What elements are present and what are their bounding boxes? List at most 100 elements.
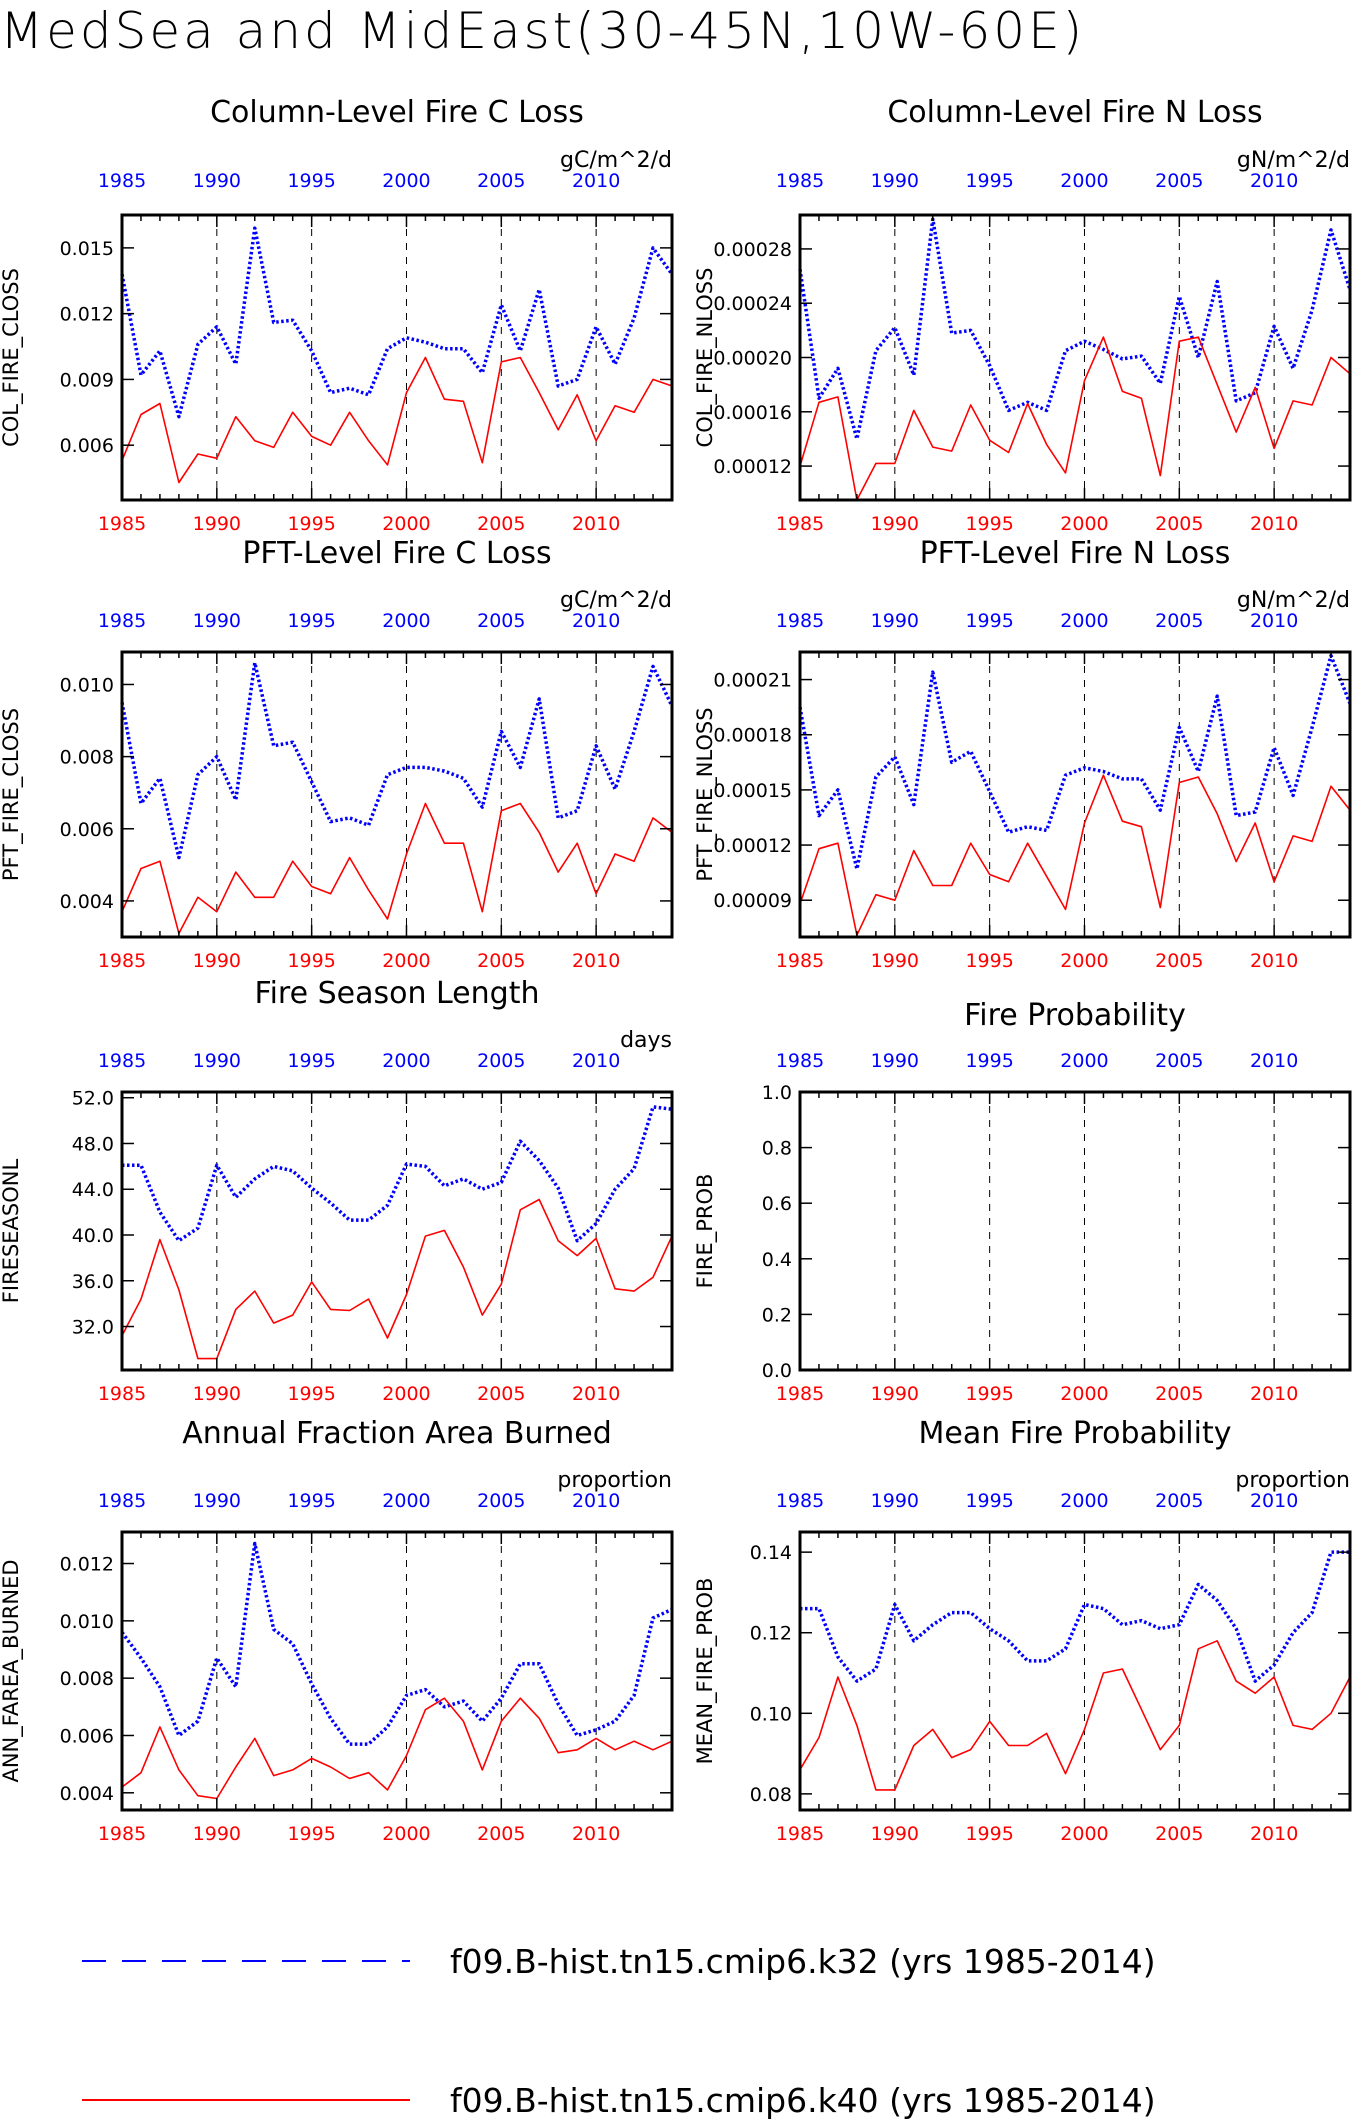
x-tick-label-top: 1985 [98,1490,146,1512]
x-tick-label-bottom: 2005 [477,1823,525,1845]
series-line-case2 [121,1198,673,1360]
x-tick-label-bottom: 2010 [1250,950,1298,972]
x-tick-label-top: 1985 [98,170,146,192]
chart-title: Column-Level Fire N Loss [887,95,1262,130]
x-tick-label-bottom: 2005 [477,1383,525,1405]
x-tick-label-bottom: 1990 [193,1383,241,1405]
units-label: gN/m^2/d [1237,148,1350,173]
chart-panel-1: Column-Level Fire C Loss gC/m^2/d 1985 1985… [0,95,674,535]
x-tick-label-top: 2010 [572,610,620,632]
x-tick-label-bottom: 1995 [287,513,335,535]
x-tick-label-bottom: 1990 [871,950,919,972]
x-tick-label-bottom: 1985 [776,1823,824,1845]
y-tick-label: 0.00024 [713,293,792,315]
series-line-case1 [798,217,1352,441]
x-tick-label-bottom: 2005 [1155,1383,1203,1405]
chart-panel-7: Annual Fraction Area Burned proportion 198… [0,1416,674,1845]
x-tick-label-bottom: 1990 [193,950,241,972]
x-tick-label-top: 2000 [382,610,430,632]
x-tick-label-top: 1990 [193,1490,241,1512]
x-tick-label-bottom: 2005 [1155,513,1203,535]
y-tick-label: 0.008 [60,1668,114,1690]
chart-title: PFT-Level Fire C Loss [242,536,551,571]
series-line-case1 [120,661,674,860]
y-axis-label: PFT_FIRE_CLOSS [0,708,24,881]
x-tick-label-bottom: 2005 [477,950,525,972]
x-tick-label-bottom: 1985 [98,950,146,972]
x-tick-label-bottom: 2010 [572,950,620,972]
units-label: gC/m^2/d [560,588,672,613]
x-tick-label-top: 1995 [287,1050,335,1072]
y-tick-label: 0.14 [750,1542,792,1564]
x-tick-label-bottom: 1995 [287,1383,335,1405]
x-tick-label-top: 2000 [1060,610,1108,632]
x-tick-label-top: 2005 [477,170,525,192]
plot-frame [120,1530,674,1812]
y-axis-label: MEAN_FIRE_PROB [693,1578,718,1765]
units-label: days [620,1028,672,1053]
x-tick-label-top: 1995 [287,1490,335,1512]
chart-title: Column-Level Fire C Loss [210,95,584,130]
y-tick-label: 0.00012 [713,456,792,478]
x-tick-label-top: 1985 [776,170,824,192]
y-tick-label: 0.2 [762,1304,792,1326]
x-tick-label-top: 1990 [871,1490,919,1512]
chart-title: Mean Fire Probability [919,1416,1232,1451]
y-tick-label: 0.004 [60,891,114,913]
x-tick-label-top: 2005 [1155,1050,1203,1072]
legend-label-case1: f09.B-hist.tn15.cmip6.k32 (yrs 1985-2014… [450,1942,1156,1981]
x-tick-label-top: 2010 [1250,170,1298,192]
x-tick-label-bottom: 2005 [1155,950,1203,972]
x-tick-label-top: 1995 [965,1490,1013,1512]
y-axis-label: COL_FIRE_NLOSS [693,268,718,448]
x-tick-label-top: 2005 [477,1490,525,1512]
y-tick-label: 0.6 [762,1193,792,1215]
y-tick-label: 0.015 [60,238,114,260]
plot-frame [798,1530,1352,1812]
x-tick-label-bottom: 2010 [1250,1383,1298,1405]
x-tick-label-bottom: 2000 [1060,1823,1108,1845]
series-line-case1 [120,226,674,419]
legend-label-case2: f09.B-hist.tn15.cmip6.k40 (yrs 1985-2014… [450,2081,1156,2119]
x-tick-label-top: 2005 [477,1050,525,1072]
plot-frame [798,1090,1352,1372]
y-tick-label: 0.00016 [713,402,792,424]
plot-frame [798,213,1352,502]
x-tick-label-bottom: 2005 [477,513,525,535]
y-tick-label: 0.008 [60,747,114,769]
x-tick-label-bottom: 1985 [98,1383,146,1405]
series-line-case1 [122,1105,673,1243]
x-tick-label-bottom: 1990 [193,513,241,535]
x-tick-label-top: 2010 [1250,1490,1298,1512]
x-tick-label-top: 1990 [871,1050,919,1072]
x-tick-label-bottom: 1985 [98,513,146,535]
x-tick-label-bottom: 1985 [98,1823,146,1845]
x-tick-label-top: 1990 [193,1050,241,1072]
x-tick-label-top: 2010 [572,1050,620,1072]
x-tick-label-top: 2000 [1060,1050,1108,1072]
chart-panel-6: Fire Probability 1985 1985 1990 1990 1995 1995… [693,998,1352,1405]
chart-panel-2: Column-Level Fire N Loss gN/m^2/d 1985 1985… [693,95,1352,535]
x-tick-label-top: 1985 [776,1490,824,1512]
x-tick-label-top: 2000 [382,1050,430,1072]
x-tick-label-bottom: 1995 [965,1383,1013,1405]
x-tick-label-top: 2000 [1060,170,1108,192]
x-tick-label-top: 2000 [382,170,430,192]
y-tick-label: 0.010 [60,674,114,696]
y-tick-label: 0.00028 [713,239,792,261]
x-tick-label-bottom: 2000 [382,1823,430,1845]
x-tick-label-bottom: 1990 [871,1383,919,1405]
x-tick-label-bottom: 2010 [572,1823,620,1845]
x-tick-label-bottom: 2000 [382,513,430,535]
y-tick-label: 0.009 [60,369,114,391]
x-tick-label-top: 2005 [477,610,525,632]
x-tick-label-bottom: 2000 [382,950,430,972]
y-tick-label: 0.004 [60,1783,114,1805]
y-tick-label: 0.006 [60,435,114,457]
units-label: proportion [1235,1468,1350,1493]
x-tick-label-bottom: 1995 [965,950,1013,972]
y-tick-label: 0.00015 [713,780,792,802]
